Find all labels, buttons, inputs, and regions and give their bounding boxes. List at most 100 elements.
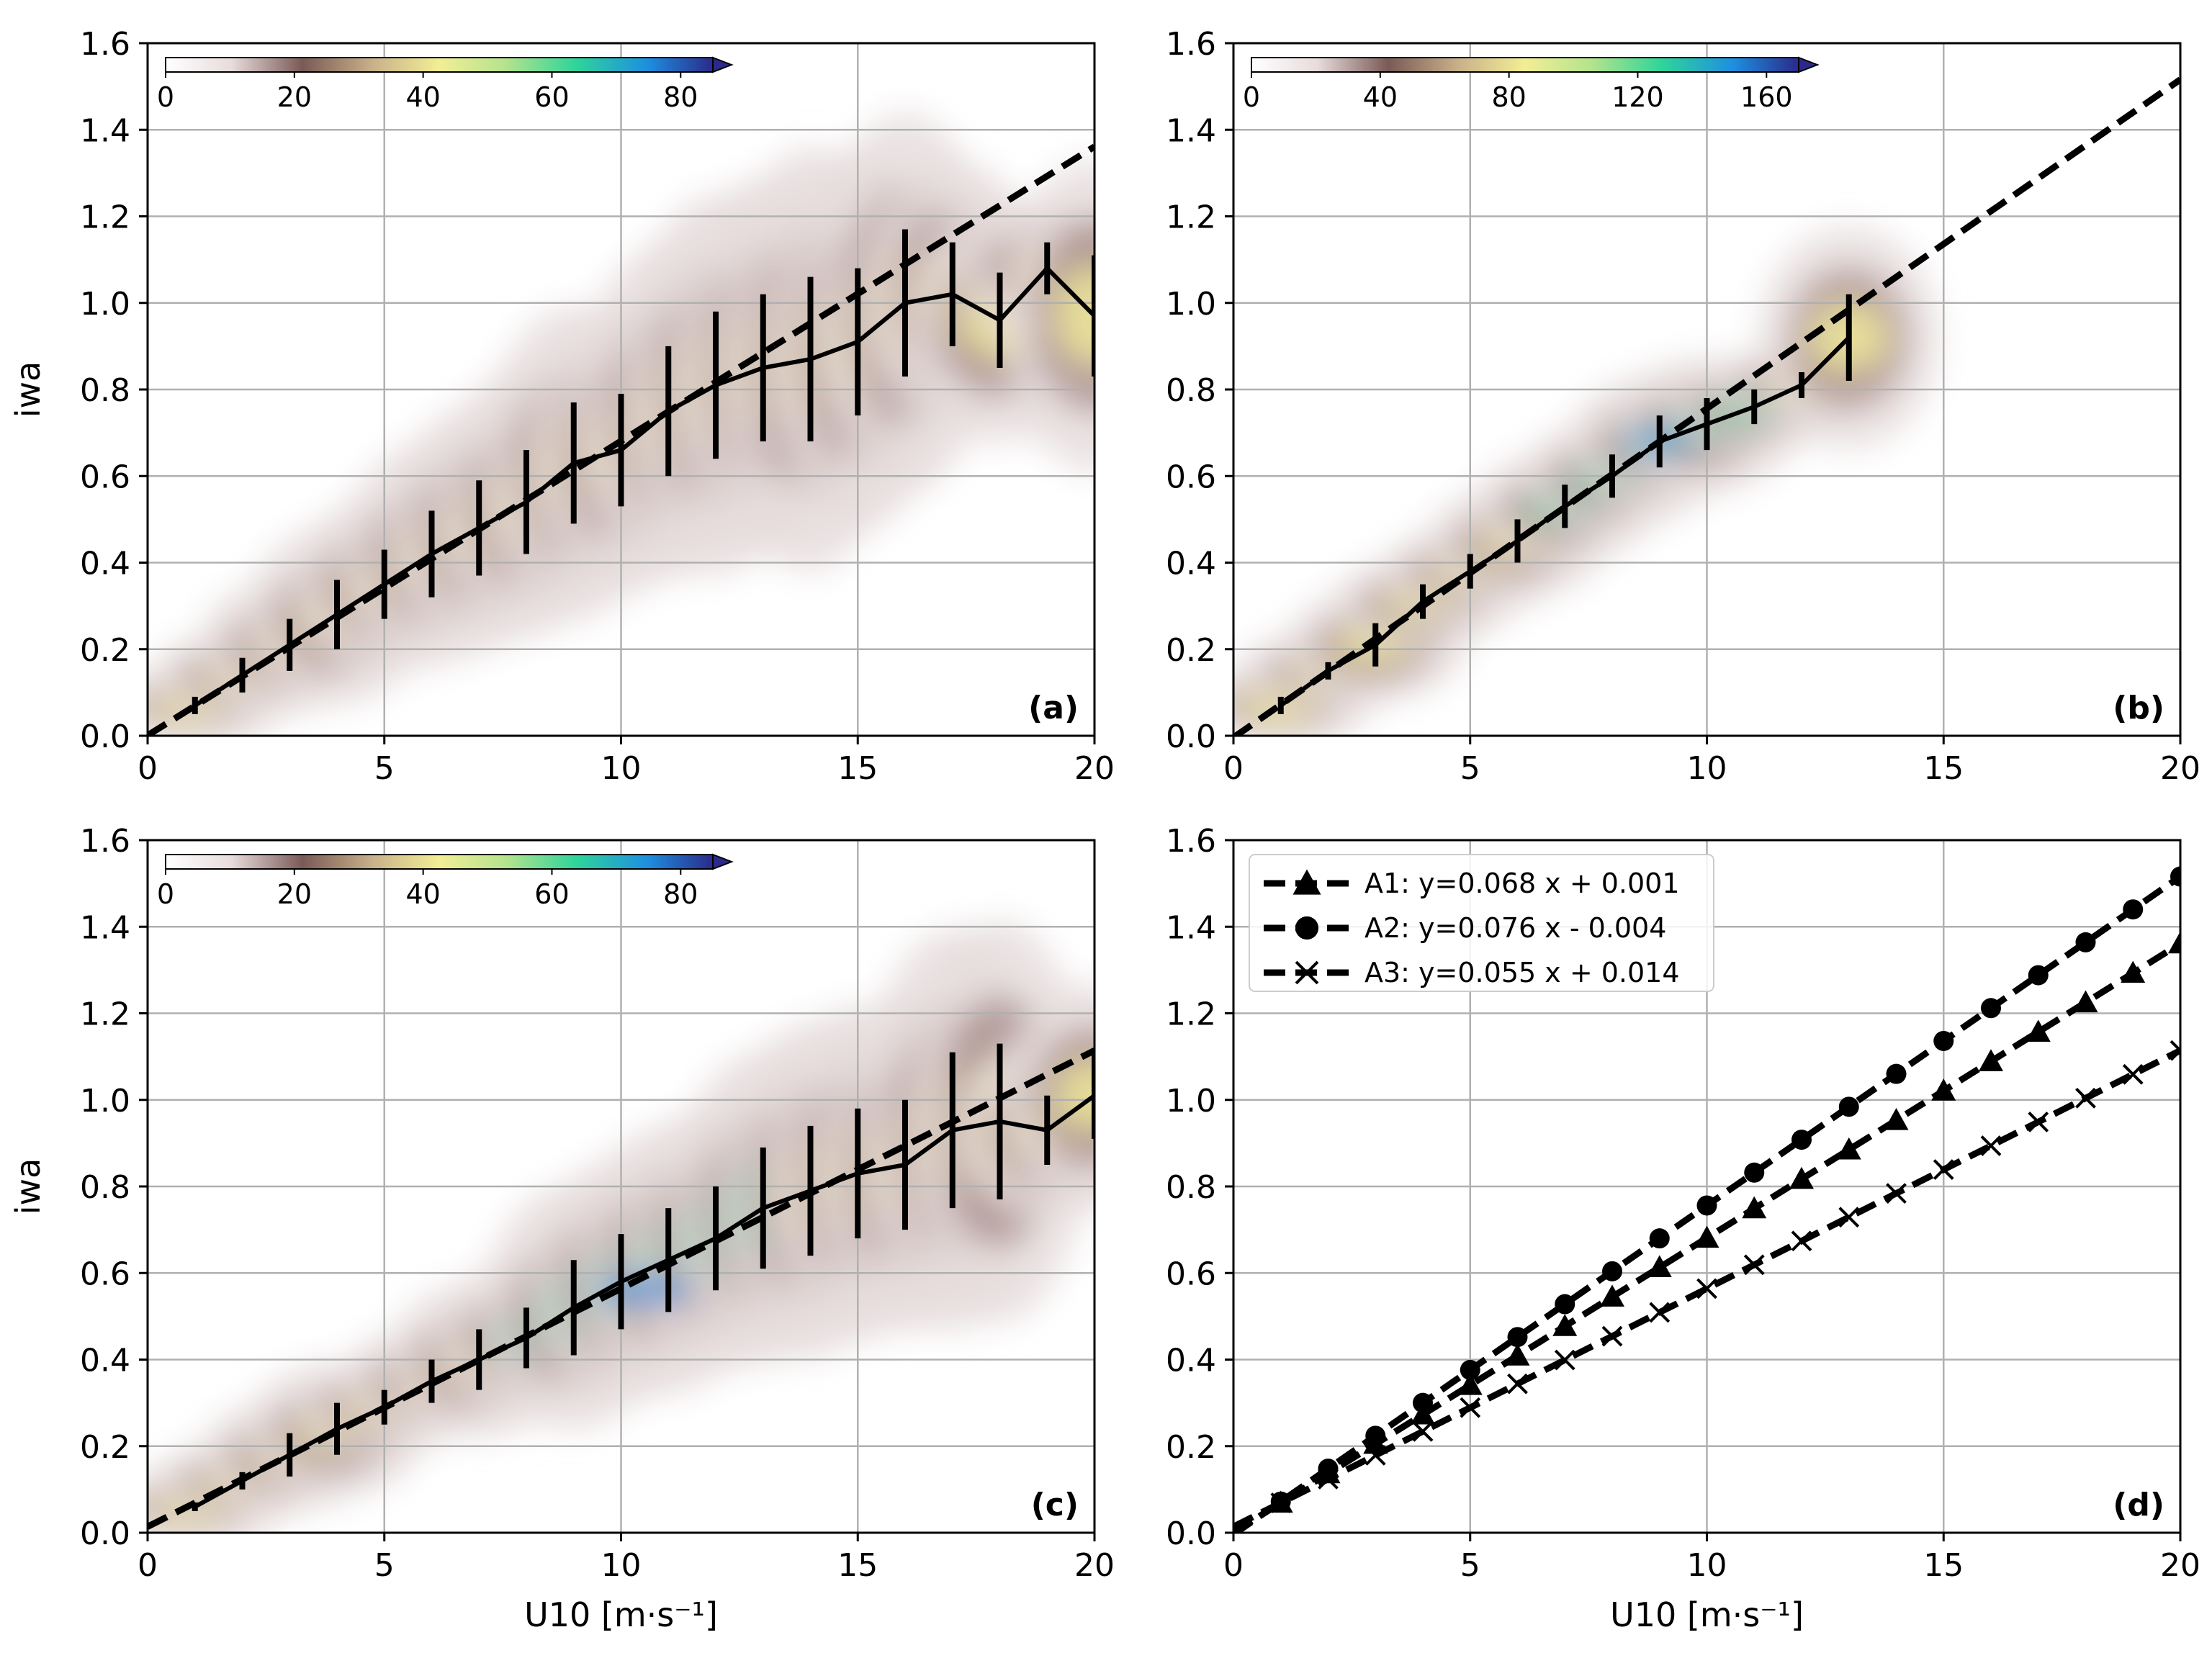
y-tick-label: 0.0 <box>80 718 130 755</box>
panel-label: (a) <box>1028 690 1079 726</box>
x-marker <box>1743 1254 1765 1276</box>
triangle-marker <box>1694 1225 1719 1248</box>
colorbar-tick-label: 0 <box>1243 81 1260 113</box>
x-marker-stroke <box>1318 1469 1339 1490</box>
circle-marker <box>1460 1359 1480 1380</box>
x-marker <box>2122 1063 2144 1085</box>
mean-line <box>1279 335 1851 708</box>
x-marker-stroke <box>1838 1207 1860 1228</box>
x-marker-stroke <box>2028 1111 2049 1132</box>
triangle-marker <box>1836 1137 1861 1160</box>
colorbar-tick-label: 120 <box>1611 81 1664 113</box>
colorbar-tick-label: 20 <box>277 878 312 910</box>
x-marker <box>1791 1230 1812 1252</box>
circle-marker <box>1886 1063 1907 1084</box>
x-marker-stroke <box>1933 1159 1954 1180</box>
triangle-marker <box>1552 1314 1578 1336</box>
y-tick-label: 0.2 <box>80 632 130 669</box>
y-tick-label: 0.4 <box>1166 1343 1216 1379</box>
triangle-marker <box>2168 931 2180 954</box>
triangle-marker <box>1789 1166 1814 1189</box>
y-tick-label: 1.0 <box>80 1083 130 1119</box>
y-tick-label: 1.6 <box>1166 823 1216 860</box>
triangle-marker <box>2073 990 2098 1013</box>
colorbar-tick-label: 80 <box>663 878 698 910</box>
x-marker <box>1364 1444 1386 1466</box>
colorbar-extend-arrow <box>712 56 734 73</box>
plot-area <box>148 143 1094 736</box>
colorbar-tick-label: 60 <box>534 81 569 113</box>
circle-marker <box>1649 1228 1670 1249</box>
plot-area <box>1233 76 2180 736</box>
x-tick-label: 5 <box>374 750 395 787</box>
y-tick-label: 0.8 <box>80 372 130 409</box>
x-tick-label: 15 <box>1923 1547 1964 1584</box>
circle-marker <box>2123 899 2144 920</box>
y-tick-label: 0.8 <box>1166 372 1216 409</box>
x-marker <box>1554 1349 1575 1371</box>
triangle-marker <box>1931 1078 1956 1101</box>
circle-marker <box>1696 1195 1717 1216</box>
x-tick-label: 15 <box>837 1547 878 1584</box>
x-marker <box>1601 1325 1623 1347</box>
circle-marker <box>1602 1261 1622 1281</box>
y-tick-label: 1.6 <box>1166 26 1216 63</box>
y-tick-label: 0.6 <box>1166 1256 1216 1292</box>
x-marker <box>1507 1373 1528 1395</box>
x-marker-stroke <box>1270 1492 1292 1513</box>
y-tick-label: 1.2 <box>80 199 130 236</box>
y-tick-label: 1.4 <box>1166 112 1216 149</box>
y-tick-label: 1.4 <box>80 909 130 946</box>
y-tick-label: 0.6 <box>1166 459 1216 495</box>
series-line <box>1233 1047 2180 1530</box>
colorbar-tick-label: 0 <box>157 81 174 113</box>
x-marker-stroke <box>1980 1135 2002 1156</box>
x-marker <box>1933 1159 1954 1180</box>
legend-entry-label: A2: y=0.076 x - 0.004 <box>1364 912 1666 944</box>
x-marker <box>1696 1278 1717 1299</box>
x-tick-label: 10 <box>601 750 642 787</box>
colorbar-tick-label: 80 <box>663 81 698 113</box>
y-tick-label: 1.2 <box>1166 996 1216 1033</box>
circle-marker <box>2075 932 2096 952</box>
x-marker <box>1270 1492 1292 1513</box>
x-marker-stroke <box>1364 1444 1386 1466</box>
x-marker-stroke <box>1295 960 1319 985</box>
x-tick-label: 0 <box>138 750 158 787</box>
x-tick-label: 15 <box>1923 750 1964 787</box>
x-marker-stroke <box>2170 1040 2180 1053</box>
triangle-marker <box>1505 1343 1530 1366</box>
triangle-marker <box>1884 1108 1909 1130</box>
colorbar-tick-label: 160 <box>1740 81 1793 113</box>
x-marker <box>2075 1087 2096 1109</box>
circle-marker <box>1295 916 1319 940</box>
circle-marker <box>1981 998 2001 1019</box>
x-marker-stroke <box>2170 1048 2180 1061</box>
x-marker <box>1649 1302 1671 1323</box>
circle-marker <box>1413 1392 1433 1413</box>
x-marker-stroke <box>1507 1373 1528 1395</box>
circle-marker <box>1744 1162 1765 1183</box>
legend-entry-label: A3: y=0.055 x + 0.014 <box>1364 957 1680 988</box>
x-tick-label: 0 <box>1223 1547 1244 1584</box>
x-marker <box>2170 1040 2180 1061</box>
y-tick-label: 0.2 <box>80 1429 130 1466</box>
colorbar-tick-label: 80 <box>1491 81 1526 113</box>
colorbar: 0 20 40 60 80 <box>157 853 734 910</box>
circle-marker <box>1555 1294 1575 1315</box>
circle-marker <box>2028 965 2049 986</box>
colorbar-tick-label: 20 <box>277 81 312 113</box>
x-marker-stroke <box>1743 1254 1765 1276</box>
circle-marker <box>2170 866 2180 887</box>
y-tick-label: 0.4 <box>80 546 130 582</box>
triangle-marker <box>1600 1284 1624 1307</box>
legend: A1: y=0.068 x + 0.001 A2: y=0.076 x - 0.0… <box>1249 854 1714 992</box>
triangle-marker <box>1742 1196 1767 1219</box>
y-tick-label: 0.0 <box>1166 718 1216 755</box>
circle-marker <box>1838 1096 1859 1117</box>
y-tick-label: 1.2 <box>1166 199 1216 236</box>
colorbar-bar <box>165 57 714 73</box>
x-marker-stroke <box>2075 1087 2096 1109</box>
density-core <box>1054 1060 1094 1131</box>
x-tick-label: 10 <box>1687 1547 1727 1584</box>
